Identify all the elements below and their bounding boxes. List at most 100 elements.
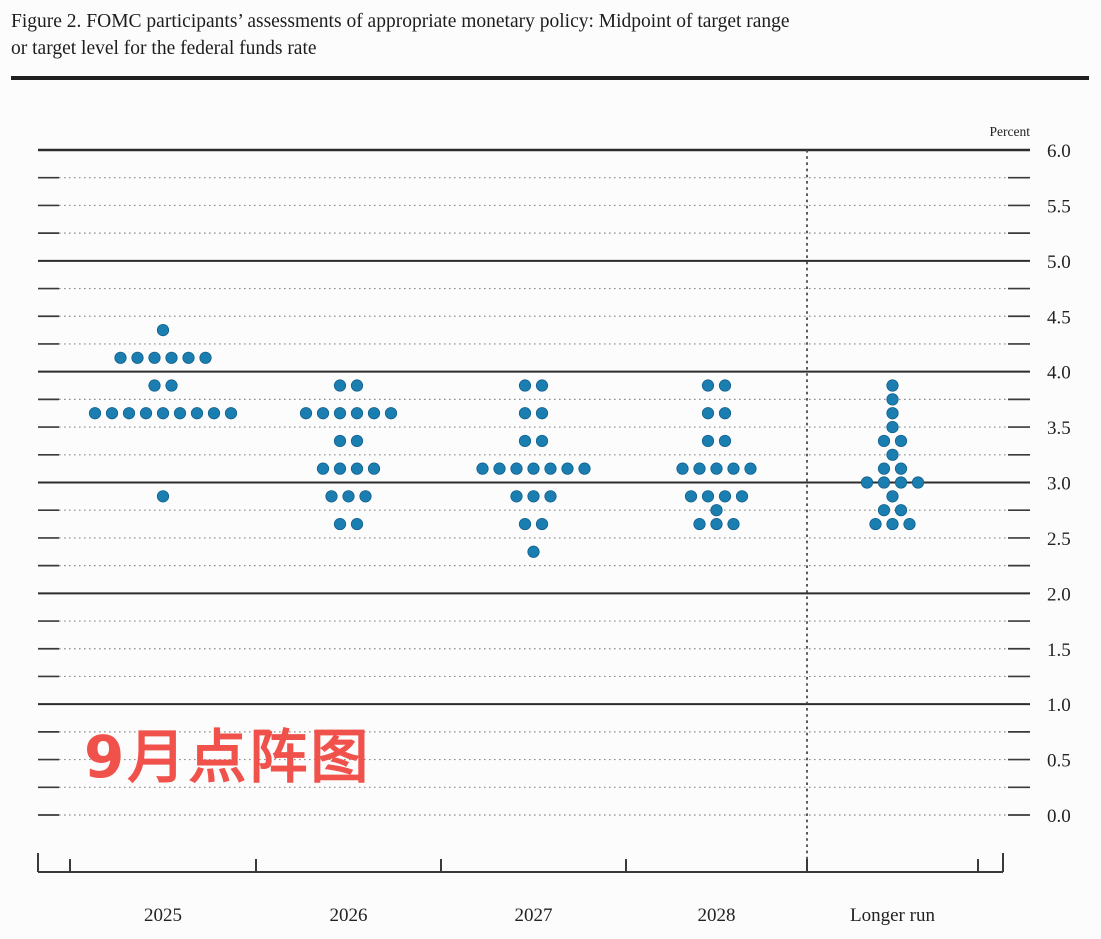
x-category-label: Longer run xyxy=(850,905,935,926)
y-tick-label: 4.5 xyxy=(1047,307,1071,328)
fomc-dot xyxy=(527,490,540,503)
fomc-dot xyxy=(718,490,732,503)
fomc-dot xyxy=(860,476,874,489)
y-tick-label: 2.0 xyxy=(1047,584,1071,605)
fomc-dot xyxy=(476,462,489,475)
fomc-dot xyxy=(518,517,532,531)
fomc-dot xyxy=(886,407,899,420)
fomc-dot xyxy=(676,462,689,475)
fomc-dot xyxy=(156,324,170,337)
fomc-dot xyxy=(727,517,740,531)
fomc-dot xyxy=(333,434,347,448)
fomc-dot xyxy=(903,517,916,531)
fomc-dot xyxy=(190,407,204,420)
fomc-dot xyxy=(535,407,549,420)
fomc-dot xyxy=(727,462,740,475)
fomc-dot xyxy=(693,462,706,475)
fomc-dot xyxy=(367,462,381,475)
fomc-dot xyxy=(684,490,698,503)
fomc-dot xyxy=(316,407,330,420)
fomc-dot xyxy=(886,517,899,531)
fomc-dot xyxy=(735,490,749,503)
y-tick-label: 1.5 xyxy=(1047,640,1071,661)
y-tick-label: 5.5 xyxy=(1047,196,1071,217)
fomc-dot xyxy=(894,434,908,448)
annotation-overlay-text: 9月点阵图 xyxy=(84,723,372,791)
figure-title-line1: Figure 2. FOMC participants’ assessments… xyxy=(11,11,790,32)
fomc-dot xyxy=(139,407,153,420)
x-category-label: 2027 xyxy=(515,905,553,926)
fomc-dot xyxy=(156,490,170,503)
fomc-dot xyxy=(561,462,574,475)
fomc-dot xyxy=(224,407,238,420)
y-tick-label: 3.0 xyxy=(1047,474,1071,495)
fomc-dot xyxy=(510,462,523,475)
fomc-dot xyxy=(350,517,364,531)
fomc-dot xyxy=(88,407,102,420)
fomc-dot xyxy=(527,462,540,475)
fomc-dot xyxy=(182,351,195,364)
fomc-dot xyxy=(342,490,355,503)
fomc-dot xyxy=(299,407,313,420)
fomc-dot xyxy=(350,379,364,392)
y-tick-label: 0.0 xyxy=(1047,806,1071,827)
fomc-dot xyxy=(894,462,908,475)
fomc-dot xyxy=(894,504,908,517)
y-axis-unit-label: Percent xyxy=(990,124,1031,139)
fomc-dot xyxy=(367,407,381,420)
fomc-dot xyxy=(886,448,899,461)
fomc-dot xyxy=(718,407,732,420)
fomc-dot xyxy=(544,462,557,475)
fomc-dot xyxy=(510,490,523,503)
fomc-dot xyxy=(316,462,330,475)
fomc-dot xyxy=(527,545,540,558)
fomc-dot xyxy=(518,379,532,392)
fomc-dot xyxy=(718,379,732,392)
fomc-dot xyxy=(744,462,757,475)
fomc-dot xyxy=(325,490,338,503)
fomc-dot xyxy=(165,351,178,364)
fomc-dot xyxy=(710,462,723,475)
fomc-dot xyxy=(350,434,364,448)
fomc-dot xyxy=(701,434,715,448)
fomc-dot xyxy=(710,517,723,531)
fomc-dot xyxy=(333,462,347,475)
fomc-dot xyxy=(886,420,899,434)
figure-title-line2: or target level for the federal funds ra… xyxy=(11,38,317,59)
figure-header: Figure 2. FOMC participants’ assessments… xyxy=(11,8,1091,62)
fomc-dot xyxy=(105,407,119,420)
y-tick-label: 2.5 xyxy=(1047,529,1071,550)
fomc-dot xyxy=(877,504,891,517)
fomc-dot xyxy=(701,490,715,503)
fomc-dot xyxy=(333,379,347,392)
title-rule xyxy=(11,76,1089,80)
fomc-dot xyxy=(701,379,715,392)
y-tick-label: 6.0 xyxy=(1047,141,1071,162)
fomc-dot xyxy=(165,379,178,392)
fomc-dot xyxy=(114,351,127,364)
y-tick-label: 1.0 xyxy=(1047,695,1071,716)
fomc-dot xyxy=(710,504,723,517)
fomc-dot xyxy=(701,407,715,420)
fomc-dot xyxy=(693,517,706,531)
fomc-dot xyxy=(359,490,372,503)
fomc-dot xyxy=(518,407,532,420)
fomc-dot xyxy=(535,434,549,448)
fomc-dot xyxy=(350,407,364,420)
fomc-dot xyxy=(544,490,557,503)
fomc-dot xyxy=(886,490,899,503)
fomc-dot xyxy=(148,379,161,392)
fomc-dot xyxy=(911,476,925,489)
y-tick-label: 3.5 xyxy=(1047,418,1071,439)
fomc-dot xyxy=(493,462,506,475)
x-category-label: 2028 xyxy=(698,905,736,926)
fomc-dot xyxy=(518,434,532,448)
x-category-label: 2025 xyxy=(144,905,182,926)
figure-title: Figure 2. FOMC participants’ assessments… xyxy=(11,8,1091,62)
fomc-dot xyxy=(148,351,161,364)
fomc-dot xyxy=(333,517,347,531)
fomc-dot xyxy=(877,434,891,448)
fomc-dot xyxy=(207,407,221,420)
